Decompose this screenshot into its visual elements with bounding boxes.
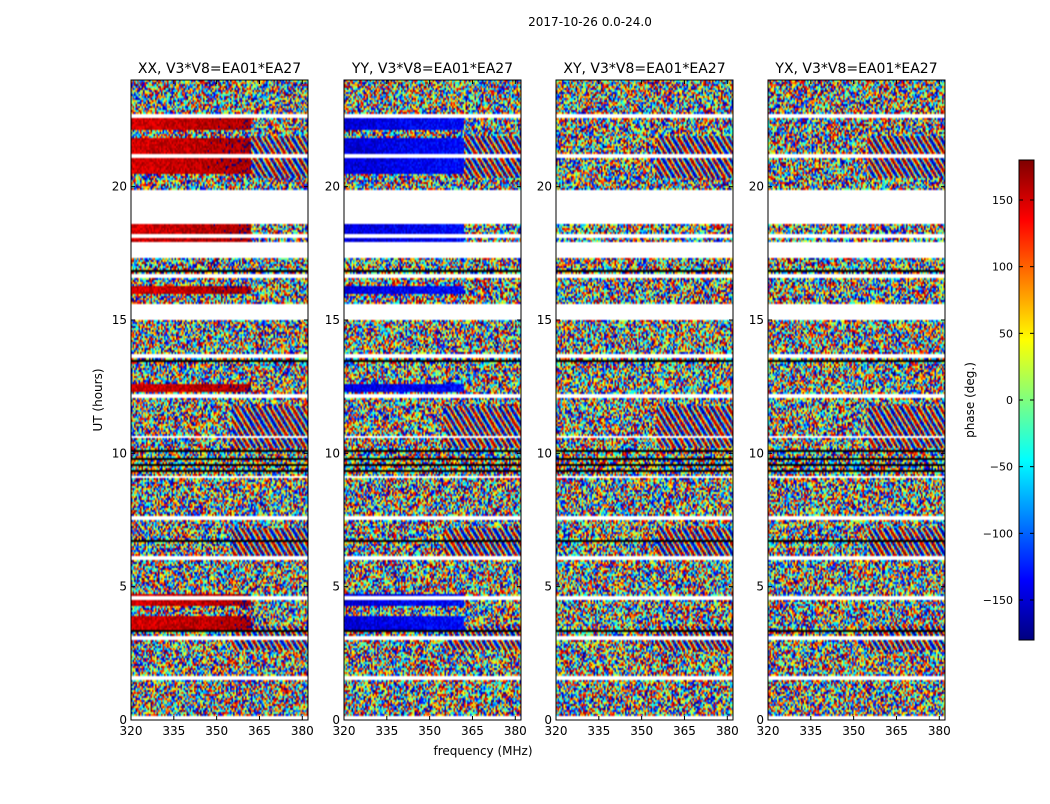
x-tick-label: 365 — [885, 724, 908, 738]
x-tick-label: 335 — [375, 724, 398, 738]
colorbar-tick-label: −50 — [990, 461, 1013, 474]
colorbar-tick-label: 100 — [992, 261, 1013, 274]
panel-2: XY, V3*V8=EA01*EA27 320 335 350 365 380 0 5 10 15… — [537, 61, 739, 738]
panel-0: XX, V3*V8=EA01*EA27 320 335 350 365 380 0 5 10 15… — [112, 61, 314, 738]
panel-1: YY, V3*V8=EA01*EA27 320 335 350 365 380 0 5 10 15… — [325, 61, 527, 738]
y-tick-label: 10 — [112, 446, 127, 460]
colorbar-tick-label: −100 — [983, 527, 1013, 540]
colorbar-tick-label: 150 — [992, 194, 1013, 207]
x-tick-label: 350 — [205, 724, 228, 738]
y-tick-label: 5 — [332, 580, 340, 594]
colorbar-tick-label: −150 — [983, 594, 1013, 607]
x-tick-label: 350 — [630, 724, 653, 738]
x-tick-label: 380 — [716, 724, 739, 738]
x-axis-label: frequency (MHz) — [433, 744, 532, 758]
panel-frame — [130, 79, 309, 721]
y-tick-label: 15 — [537, 313, 552, 327]
y-tick-label: 5 — [756, 580, 764, 594]
phase-heatmap — [768, 80, 945, 720]
y-tick-label: 5 — [119, 580, 127, 594]
phase-heatmap — [131, 80, 308, 720]
panel-title: XX, V3*V8=EA01*EA27 — [138, 61, 301, 77]
y-tick-label: 10 — [537, 446, 552, 460]
y-tick-label: 20 — [537, 180, 552, 194]
colorbar-label: phase (deg.) — [963, 362, 977, 438]
y-tick-label: 0 — [756, 713, 764, 727]
x-tick-label: 320 — [545, 724, 568, 738]
panel-title: YY, V3*V8=EA01*EA27 — [351, 61, 513, 77]
panels-group: XX, V3*V8=EA01*EA27 320 335 350 365 380 0 5 10 15… — [112, 61, 951, 738]
y-tick-label: 0 — [119, 713, 127, 727]
phase-heatmap — [556, 80, 733, 720]
figure-suptitle: 2017-10-26 0.0-24.0 — [528, 15, 652, 29]
x-tick-label: 320 — [757, 724, 780, 738]
panel-title: YX, V3*V8=EA01*EA27 — [774, 61, 937, 77]
x-tick-label: 350 — [418, 724, 441, 738]
y-tick-label: 15 — [325, 313, 340, 327]
y-axis-label: UT (hours) — [91, 368, 105, 431]
y-tick-label: 15 — [749, 313, 764, 327]
x-tick-label: 380 — [291, 724, 314, 738]
x-tick-label: 320 — [120, 724, 143, 738]
y-tick-label: 0 — [544, 713, 552, 727]
panel-frame — [555, 79, 734, 721]
y-tick-label: 20 — [325, 180, 340, 194]
y-tick-label: 5 — [544, 580, 552, 594]
x-tick-label: 365 — [248, 724, 271, 738]
x-tick-label: 380 — [504, 724, 527, 738]
panel-frame — [343, 79, 522, 721]
phase-heatmap — [344, 80, 521, 720]
x-tick-label: 335 — [587, 724, 610, 738]
y-tick-label: 20 — [749, 180, 764, 194]
x-tick-label: 380 — [928, 724, 951, 738]
x-tick-label: 320 — [333, 724, 356, 738]
colorbar-tick-label: 50 — [999, 327, 1013, 340]
colorbar-tick-label: 0 — [1006, 394, 1013, 407]
x-tick-label: 350 — [842, 724, 865, 738]
x-tick-label: 365 — [461, 724, 484, 738]
y-tick-label: 10 — [325, 446, 340, 460]
x-tick-label: 335 — [162, 724, 185, 738]
x-tick-label: 335 — [799, 724, 822, 738]
y-tick-label: 0 — [332, 713, 340, 727]
y-tick-label: 10 — [749, 446, 764, 460]
panel-3: YX, V3*V8=EA01*EA27 320 335 350 365 380 0 5 10 15… — [749, 61, 951, 738]
x-tick-label: 365 — [673, 724, 696, 738]
y-tick-label: 20 — [112, 180, 127, 194]
panel-title: XY, V3*V8=EA01*EA27 — [563, 61, 725, 77]
y-tick-label: 15 — [112, 313, 127, 327]
colorbar-ticks: 150 100 50 0 −50 −100 −150 — [983, 194, 1034, 607]
panel-frame — [767, 79, 946, 721]
colorbar: 150 100 50 0 −50 −100 −150 phase (deg.) — [963, 159, 1035, 641]
